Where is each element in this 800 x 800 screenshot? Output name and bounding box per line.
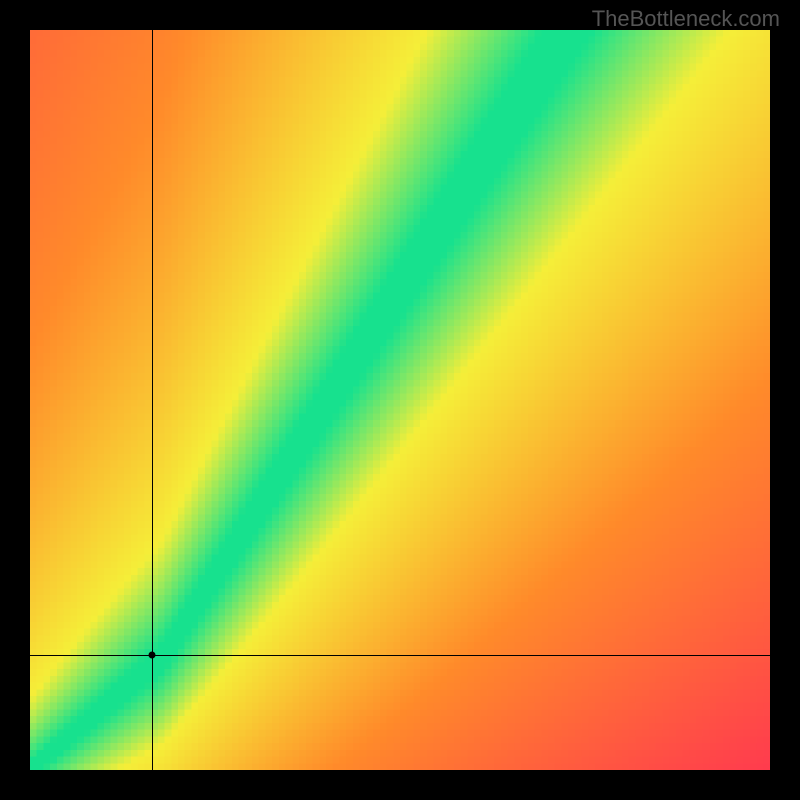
bottleneck-heatmap [30,30,770,770]
watermark-text: TheBottleneck.com [592,6,780,32]
crosshair-vertical [152,30,153,770]
crosshair-point [149,652,156,659]
crosshair-horizontal [30,655,770,656]
